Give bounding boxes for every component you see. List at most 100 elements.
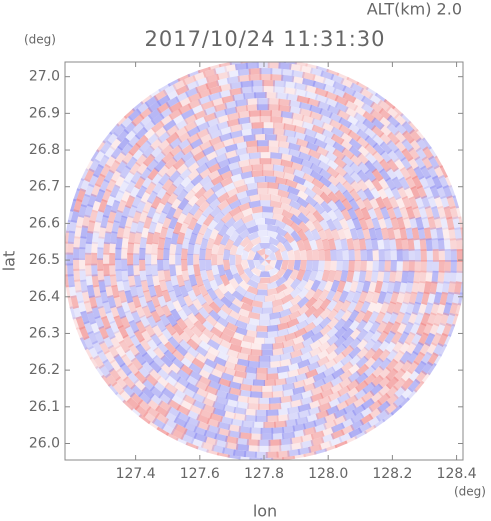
radar-cell (284, 418, 298, 427)
radar-cell (217, 158, 231, 169)
radar-cell (79, 247, 86, 260)
radar-cell (108, 367, 121, 382)
radar-cell (102, 359, 115, 373)
radar-cell (103, 252, 110, 266)
radar-cell (332, 81, 347, 92)
radar-cell (104, 325, 116, 340)
radar-cell (310, 169, 324, 182)
radar-cell (356, 328, 369, 342)
radar-cell (151, 264, 159, 277)
radar-cell (288, 106, 302, 115)
radar-cell (165, 131, 180, 145)
radar-cell (190, 437, 205, 448)
radar-cell (276, 322, 290, 331)
radar-cell (186, 409, 201, 421)
radar-cell (65, 285, 71, 299)
radar-cell (460, 281, 463, 295)
radar-cell (178, 103, 192, 115)
radar-cell (114, 189, 125, 204)
radar-cell (415, 216, 424, 231)
radar-cell (222, 404, 237, 414)
radar-cell (189, 145, 204, 157)
radar-cell (67, 295, 73, 309)
radar-cell (231, 290, 244, 302)
radar-cell (377, 99, 392, 113)
radar-cell (213, 321, 226, 333)
radar-cell (326, 326, 340, 339)
radar-cell (176, 368, 190, 381)
radar-cell (112, 123, 126, 137)
radar-cell (330, 228, 341, 241)
radar-cell (341, 154, 355, 168)
radar-cell (208, 279, 220, 292)
radar-cell (414, 291, 424, 305)
radar-cell (118, 389, 133, 403)
radar-cell (349, 280, 359, 294)
radar-cell (270, 200, 282, 209)
radar-cell (256, 230, 269, 237)
radar-cell (271, 305, 284, 314)
radar-cell (361, 95, 375, 108)
radar-cell (378, 357, 392, 371)
radar-cell (310, 430, 325, 440)
radar-cell (177, 138, 192, 151)
radar-cell (109, 335, 121, 350)
radar-cell (327, 174, 341, 187)
radar-cell (352, 396, 366, 409)
radar-cell (266, 415, 279, 422)
radar-cell (318, 260, 325, 272)
radar-cell (334, 326, 347, 339)
radar-cell (424, 205, 434, 220)
radar-cell (449, 302, 459, 317)
radar-cell (102, 204, 113, 219)
radar-cell (392, 301, 403, 316)
radar-cell (240, 302, 253, 313)
radar-cell (220, 170, 234, 181)
radar-cell (271, 390, 285, 398)
radar-cell (309, 238, 318, 251)
radar-cell (258, 355, 271, 362)
radar-cell (413, 270, 421, 284)
radar-cell (268, 267, 280, 278)
radar-cell (312, 193, 325, 206)
radar-cell (209, 227, 220, 241)
radar-cell (253, 259, 261, 269)
radar-cell (320, 381, 334, 392)
radar-cell (256, 289, 268, 296)
radar-cell (216, 120, 230, 131)
radar-cell (271, 298, 284, 308)
radar-cell (184, 113, 198, 125)
radar-cell (162, 84, 177, 96)
radar-cell (292, 429, 306, 438)
radar-cell (372, 159, 385, 174)
radar-cell (188, 369, 203, 382)
radar-cell (248, 194, 261, 202)
radar-cell (219, 416, 234, 425)
radar-cell (448, 185, 456, 199)
radar-cell (407, 311, 418, 326)
radar-cell (313, 202, 326, 215)
radar-cell (235, 147, 248, 156)
radar-cell (90, 321, 101, 335)
radar-cell (183, 428, 198, 439)
radar-cell (258, 319, 271, 326)
radar-cell (133, 274, 142, 288)
radar-cell (400, 359, 413, 374)
radar-cell (109, 320, 120, 335)
radar-cell (317, 402, 332, 413)
radar-cell (360, 249, 367, 261)
radar-cell (295, 416, 309, 426)
radar-cell (159, 106, 174, 119)
radar-cell (443, 238, 451, 252)
radar-cell (205, 80, 220, 90)
radar-cell (358, 238, 367, 251)
radar-cell (138, 140, 152, 154)
radar-cell (259, 242, 271, 249)
radar-cell (327, 270, 337, 283)
radar-cell (272, 170, 286, 179)
radar-cell (341, 327, 354, 341)
radar-cell (146, 314, 158, 329)
radar-cell (157, 130, 171, 144)
radar-cell (272, 206, 285, 216)
radar-cell (228, 302, 241, 314)
